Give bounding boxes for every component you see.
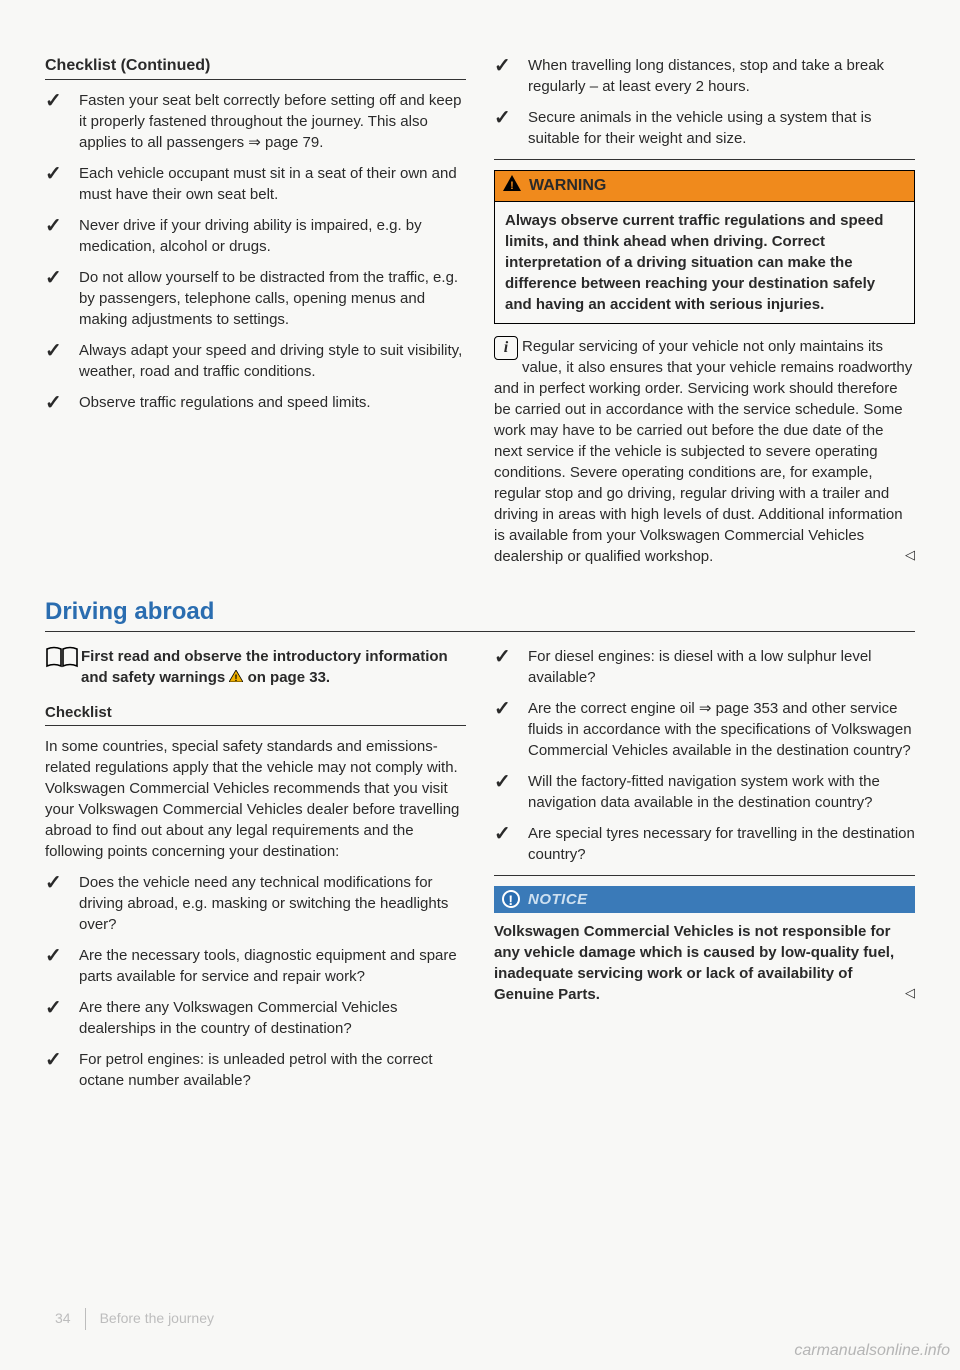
checklist-text: Observe traffic regulations and speed li… [79, 392, 466, 413]
driving-abroad-section: Driving abroad First read and observe th… [45, 595, 915, 1101]
right-column-top: ✓ When travelling long distances, stop a… [494, 55, 915, 567]
divider [494, 159, 915, 160]
checklist-text: Are the correct engine oil ⇒ page 353 an… [528, 698, 915, 761]
checkmark-icon: ✓ [45, 340, 67, 382]
checklist-text: Do not allow yourself to be distracted f… [79, 267, 466, 330]
info-paragraph: i Regular servicing of your vehicle not … [494, 336, 915, 567]
checkmark-icon: ✓ [494, 646, 516, 688]
top-columns: Checklist (Continued) ✓ Fasten your seat… [45, 55, 915, 567]
notice-circle-icon: ! [502, 890, 520, 908]
notice-text: Volkswagen Commercial Vehicles is not re… [494, 923, 894, 1003]
notice-body: Volkswagen Commercial Vehicles is not re… [494, 913, 915, 1005]
svg-text:!: ! [235, 673, 238, 682]
checklist-text: Never drive if your driving ability is i… [79, 215, 466, 257]
checklist-item: ✓ Never drive if your driving ability is… [45, 215, 466, 257]
checklist-item: ✓ Secure animals in the vehicle using a … [494, 107, 915, 149]
checklist-item: ✓ When travelling long distances, stop a… [494, 55, 915, 97]
checklist-text: Secure animals in the vehicle using a sy… [528, 107, 915, 149]
checklist-item: ✓ Fasten your seat belt correctly before… [45, 90, 466, 153]
checkmark-icon: ✓ [45, 215, 67, 257]
warning-triangle-icon: ! [503, 175, 521, 197]
notice-box: ! NOTICE Volkswagen Commercial Vehicles … [494, 886, 915, 1005]
checkmark-icon: ✓ [494, 107, 516, 149]
checkmark-icon: ✓ [45, 997, 67, 1039]
footer-section: Before the journey [100, 1309, 214, 1329]
checklist-item: ✓ Will the factory-fitted navigation sys… [494, 771, 915, 813]
checklist-text: Fasten your seat belt correctly before s… [79, 90, 466, 153]
info-icon: i [494, 336, 518, 360]
warning-label: WARNING [529, 175, 606, 197]
checklist-text: For petrol engines: is unleaded petrol w… [79, 1049, 466, 1091]
checklist-text: Are there any Volkswagen Commercial Vehi… [79, 997, 466, 1039]
checkmark-icon: ✓ [45, 1049, 67, 1091]
book-icon [45, 646, 79, 668]
checklist-item: ✓ Does the vehicle need any technical mo… [45, 872, 466, 935]
checklist-item: ✓ For petrol engines: is unleaded petrol… [45, 1049, 466, 1091]
driving-abroad-heading: Driving abroad [45, 595, 915, 632]
notice-label: NOTICE [528, 889, 588, 910]
checklist-text: Does the vehicle need any technical modi… [79, 872, 466, 935]
checkmark-icon: ✓ [494, 55, 516, 97]
left-column-bottom: First read and observe the introductory … [45, 646, 466, 1101]
checklist-item: ✓ Do not allow yourself to be distracted… [45, 267, 466, 330]
checkmark-icon: ✓ [45, 945, 67, 987]
footer-divider [85, 1308, 86, 1330]
checklist-item: ✓ Are the correct engine oil ⇒ page 353 … [494, 698, 915, 761]
notice-header: ! NOTICE [494, 886, 915, 913]
checkmark-icon: ✓ [45, 872, 67, 935]
end-triangle-icon: ◁ [895, 984, 915, 1002]
checklist-item: ✓ Are special tyres necessary for travel… [494, 823, 915, 865]
warning-box: ! WARNING Always observe current traffic… [494, 170, 915, 324]
warning-body: Always observe current traffic regulatio… [495, 202, 914, 323]
checkmark-icon: ✓ [494, 823, 516, 865]
checklist-item: ✓ Always adapt your speed and driving st… [45, 340, 466, 382]
left-column-top: Checklist (Continued) ✓ Fasten your seat… [45, 55, 466, 567]
svg-text:!: ! [510, 180, 514, 191]
checklist-intro-para: In some countries, special safety standa… [45, 736, 466, 862]
checkmark-icon: ✓ [45, 392, 67, 413]
checklist-item: ✓ For diesel engines: is diesel with a l… [494, 646, 915, 688]
checklist-text: Are special tyres necessary for travelli… [528, 823, 915, 865]
checkmark-icon: ✓ [494, 698, 516, 761]
checklist-continued-heading: Checklist (Continued) [45, 55, 466, 80]
checklist-text: Will the factory-fitted navigation syste… [528, 771, 915, 813]
checklist-item: ✓ Each vehicle occupant must sit in a se… [45, 163, 466, 205]
info-text: Regular servicing of your vehicle not on… [494, 338, 912, 565]
checkmark-icon: ✓ [45, 163, 67, 205]
checklist-subheading: Checklist [45, 702, 466, 726]
checklist-item: ✓ Observe traffic regulations and speed … [45, 392, 466, 413]
checklist-text: When travelling long distances, stop and… [528, 55, 915, 97]
right-column-bottom: ✓ For diesel engines: is diesel with a l… [494, 646, 915, 1101]
watermark: carmanualsonline.info [794, 1340, 950, 1362]
divider [494, 875, 915, 876]
warning-triangle-icon: ! [229, 669, 243, 687]
page-number: 34 [55, 1309, 71, 1329]
checklist-text: For diesel engines: is diesel with a low… [528, 646, 915, 688]
intro-paragraph: First read and observe the introductory … [45, 646, 466, 688]
checkmark-icon: ✓ [494, 771, 516, 813]
intro-text-2: on page 33. [248, 669, 331, 686]
warning-header: ! WARNING [495, 171, 914, 202]
checkmark-icon: ✓ [45, 267, 67, 330]
checkmark-icon: ✓ [45, 90, 67, 153]
checklist-text: Each vehicle occupant must sit in a seat… [79, 163, 466, 205]
checklist-text: Are the necessary tools, diagnostic equi… [79, 945, 466, 987]
checklist-item: ✓ Are the necessary tools, diagnostic eq… [45, 945, 466, 987]
checklist-item: ✓ Are there any Volkswagen Commercial Ve… [45, 997, 466, 1039]
checklist-text: Always adapt your speed and driving styl… [79, 340, 466, 382]
end-triangle-icon: ◁ [895, 546, 915, 564]
page-footer: 34 Before the journey [55, 1308, 214, 1330]
